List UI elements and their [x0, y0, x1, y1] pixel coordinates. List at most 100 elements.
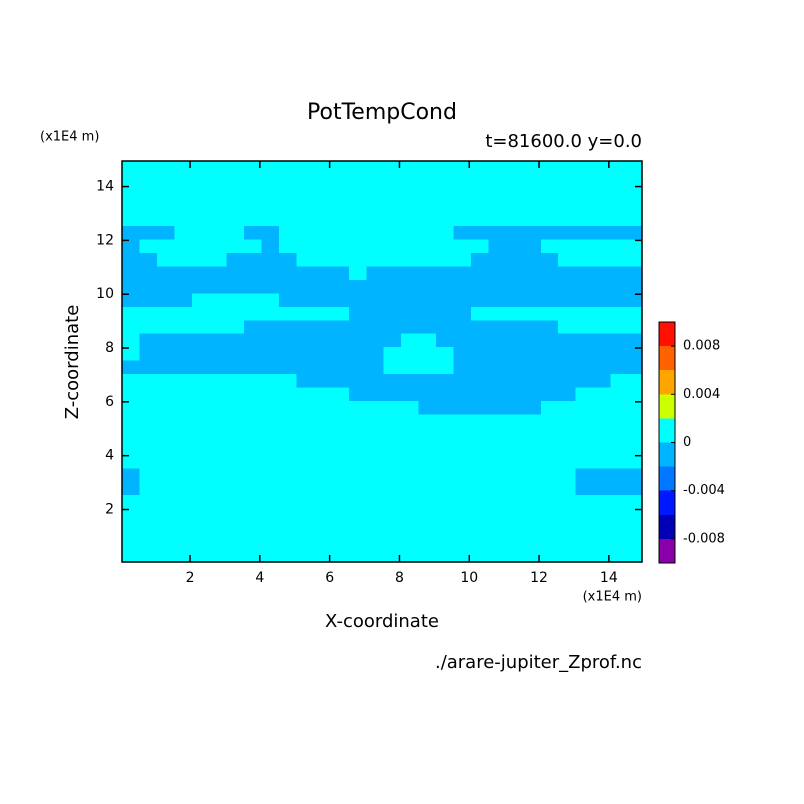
heatmap-cell — [628, 440, 642, 455]
heatmap-cell — [610, 467, 629, 482]
heatmap-cell — [540, 548, 559, 562]
heatmap-cell — [610, 508, 629, 523]
heatmap-cell — [470, 212, 489, 227]
heatmap-cell — [331, 548, 350, 562]
heatmap-cell — [279, 239, 297, 254]
heatmap-cell — [610, 454, 629, 469]
heatmap-cell — [575, 171, 594, 186]
heatmap-cell — [209, 521, 228, 536]
heatmap-cell — [366, 521, 385, 536]
heatmap-cell — [331, 306, 350, 321]
heatmap-cell — [139, 292, 158, 307]
heatmap-cell — [226, 212, 245, 227]
heatmap-cell — [209, 279, 228, 294]
heatmap-cell — [401, 494, 420, 509]
heatmap-cell — [209, 508, 228, 523]
heatmap-cell — [348, 252, 367, 267]
heatmap-cell — [540, 494, 559, 509]
heatmap-cell — [226, 508, 245, 523]
heatmap-cell — [191, 171, 210, 186]
heatmap-cell — [470, 387, 489, 402]
heatmap — [122, 161, 642, 562]
heatmap-cell — [383, 279, 402, 294]
heatmap-cell — [191, 360, 210, 375]
heatmap-cell — [348, 373, 367, 388]
heatmap-cell — [261, 252, 280, 267]
heatmap-cell — [174, 198, 193, 213]
heatmap-cell — [191, 239, 210, 254]
heatmap-cell — [261, 185, 280, 200]
heatmap-cell — [313, 454, 332, 469]
heatmap-cell — [488, 292, 507, 307]
heatmap-cell — [209, 265, 228, 280]
heatmap-cell — [174, 548, 193, 562]
heatmap-cell — [383, 292, 402, 307]
colorbar-bin — [659, 514, 675, 539]
heatmap-cell — [453, 279, 472, 294]
heatmap-cell — [174, 508, 193, 523]
heatmap-cell — [628, 400, 642, 415]
heatmap-cell — [174, 346, 193, 361]
heatmap-cell — [296, 185, 315, 200]
heatmap-cell — [540, 427, 559, 442]
heatmap-cell — [401, 548, 420, 562]
heatmap-cell — [436, 161, 455, 173]
heatmap-cell — [418, 161, 437, 173]
heatmap-cell — [505, 508, 524, 523]
heatmap-cell — [628, 413, 642, 428]
heatmap-cell — [296, 161, 315, 173]
heatmap-cell — [261, 171, 280, 186]
heatmap-cell — [610, 306, 629, 321]
heatmap-cell — [261, 161, 280, 173]
heatmap-cell — [244, 225, 263, 240]
heatmap-cell — [540, 346, 559, 361]
heatmap-cell — [296, 400, 315, 415]
heatmap-cell — [331, 508, 350, 523]
heatmap-cell — [488, 212, 507, 227]
heatmap-cell — [628, 306, 642, 321]
heatmap-cell — [610, 265, 629, 280]
heatmap-cell — [593, 198, 612, 213]
heatmap-cell — [575, 481, 594, 496]
heatmap-cell — [366, 360, 385, 375]
heatmap-cell — [628, 346, 642, 361]
heatmap-cell — [540, 319, 559, 334]
heatmap-cell — [139, 494, 158, 509]
heatmap-cell — [401, 333, 420, 348]
heatmap-cell — [191, 548, 210, 562]
heatmap-cell — [296, 212, 315, 227]
heatmap-cell — [174, 413, 193, 428]
heatmap-cell — [505, 212, 524, 227]
heatmap-cell — [470, 239, 489, 254]
heatmap-cell — [610, 185, 629, 200]
heatmap-cell — [348, 481, 367, 496]
heatmap-cell — [575, 185, 594, 200]
heatmap-cell — [156, 494, 175, 509]
heatmap-cell — [139, 239, 158, 254]
heatmap-cell — [279, 535, 297, 550]
heatmap-cell — [453, 333, 472, 348]
heatmap-cell — [313, 306, 332, 321]
heatmap-cell — [488, 225, 507, 240]
heatmap-cell — [279, 467, 297, 482]
heatmap-cell — [593, 171, 612, 186]
heatmap-cell — [628, 387, 642, 402]
heatmap-cell — [244, 400, 263, 415]
heatmap-cell — [209, 440, 228, 455]
heatmap-cell — [575, 413, 594, 428]
heatmap-cell — [313, 252, 332, 267]
heatmap-cell — [226, 454, 245, 469]
heatmap-cell — [191, 387, 210, 402]
heatmap-cell — [174, 467, 193, 482]
heatmap-cell — [418, 508, 437, 523]
heatmap-cell — [383, 427, 402, 442]
heatmap-cell — [244, 185, 263, 200]
heatmap-cell — [628, 521, 642, 536]
heatmap-cell — [558, 387, 577, 402]
heatmap-cell — [296, 333, 315, 348]
heatmap-cell — [575, 306, 594, 321]
heatmap-cell — [122, 467, 140, 482]
heatmap-cell — [628, 360, 642, 375]
heatmap-cell — [279, 508, 297, 523]
heatmap-cell — [418, 400, 437, 415]
